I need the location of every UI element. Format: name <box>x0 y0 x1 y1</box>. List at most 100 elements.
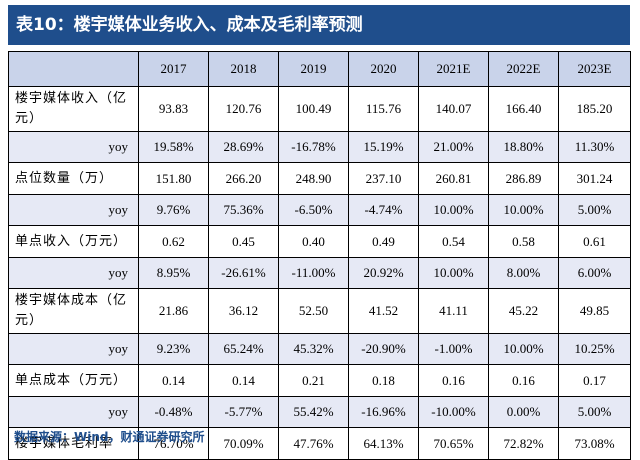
table-cell: 21.86 <box>138 288 209 334</box>
row-label: 楼宇媒体成本（亿元） <box>8 288 139 334</box>
column-header: 2021E <box>418 51 489 87</box>
table-cell: 0.49 <box>348 225 419 258</box>
table-cell: 8.95% <box>138 257 209 289</box>
table-cell: 41.11 <box>418 288 489 334</box>
yoy-row: yoy 9.23% 65.24% 45.32% -20.90% -1.00% 10.00% 1… <box>8 333 631 365</box>
table-cell: 0.54 <box>418 225 489 258</box>
row-label: 单点成本（万元） <box>8 364 139 397</box>
table-cell: 0.18 <box>348 364 419 397</box>
table-cell: 72.82% <box>488 427 559 460</box>
table-cell: 0.00% <box>488 396 559 428</box>
table-cell: -6.50% <box>278 194 349 226</box>
yoy-row: yoy 8.95% -26.61% -11.00% 20.92% 10.00% 8.00% 6… <box>8 257 631 289</box>
table-row: 单点成本（万元） 0.14 0.14 0.21 0.18 0.16 0.16 0.17 <box>8 364 631 397</box>
table-cell: 41.52 <box>348 288 419 334</box>
table-body: 楼宇媒体收入（亿元） 93.83 120.76 100.49 115.76 140.07 1… <box>8 86 631 460</box>
table-cell: 75.36% <box>208 194 279 226</box>
table-cell: 185.20 <box>558 86 631 132</box>
table-cell: 10.00% <box>488 194 559 226</box>
table-cell: 45.32% <box>278 333 349 365</box>
table-cell: 0.45 <box>208 225 279 258</box>
table-cell: 18.80% <box>488 131 559 163</box>
table-cell: 64.13% <box>348 427 419 460</box>
table-title: 表10：楼宇媒体业务收入、成本及毛利率预测 <box>8 5 630 45</box>
table-cell: -5.77% <box>208 396 279 428</box>
table-cell: 100.49 <box>278 86 349 132</box>
row-label: yoy <box>8 257 139 289</box>
table-cell: 237.10 <box>348 162 419 195</box>
column-header: 2022E <box>488 51 559 87</box>
row-label: 点位数量（万） <box>8 162 139 195</box>
table-cell: 70.65% <box>418 427 489 460</box>
column-header: 2017 <box>138 51 209 87</box>
row-label: yoy <box>8 194 139 226</box>
table-cell: 0.17 <box>558 364 631 397</box>
source-note: 数据来源：Wind，财通证券研究所 <box>14 430 205 444</box>
row-label: yoy <box>8 131 139 163</box>
table-cell: 5.00% <box>558 396 631 428</box>
table-cell: 0.62 <box>138 225 209 258</box>
table-cell: 49.85 <box>558 288 631 334</box>
table-cell: 140.07 <box>418 86 489 132</box>
table-cell: 55.42% <box>278 396 349 428</box>
table-row: 单点收入（万元） 0.62 0.45 0.40 0.49 0.54 0.58 0.61 <box>8 225 631 258</box>
table-cell: 0.16 <box>418 364 489 397</box>
table-cell: 93.83 <box>138 86 209 132</box>
header-corner-cell <box>8 51 139 87</box>
column-header: 2018 <box>208 51 279 87</box>
table-row: 楼宇媒体收入（亿元） 93.83 120.76 100.49 115.76 140.07 1… <box>8 86 631 132</box>
table-cell: 260.81 <box>418 162 489 195</box>
table-cell: 266.20 <box>208 162 279 195</box>
row-label: 单点收入（万元） <box>8 225 139 258</box>
row-label: 楼宇媒体收入（亿元） <box>8 86 139 132</box>
table-cell: -20.90% <box>348 333 419 365</box>
table-row: 楼宇媒体成本（亿元） 21.86 36.12 52.50 41.52 41.11 45.22… <box>8 288 631 334</box>
table-cell: 45.22 <box>488 288 559 334</box>
table-cell: 0.58 <box>488 225 559 258</box>
column-header: 2023E <box>558 51 631 87</box>
row-label: yoy <box>8 333 139 365</box>
yoy-row: yoy -0.48% -5.77% 55.42% -16.96% -10.00% 0.00%… <box>8 396 631 428</box>
table-cell: 301.24 <box>558 162 631 195</box>
table-cell: 10.00% <box>418 257 489 289</box>
table-cell: 19.58% <box>138 131 209 163</box>
table-cell: 47.76% <box>278 427 349 460</box>
yoy-row: yoy 9.76% 75.36% -6.50% -4.74% 10.00% 10.00% 5.… <box>8 194 631 226</box>
table-cell: 6.00% <box>558 257 631 289</box>
table-cell: -16.78% <box>278 131 349 163</box>
table-cell: -1.00% <box>418 333 489 365</box>
table-cell: -4.74% <box>348 194 419 226</box>
table-cell: -10.00% <box>418 396 489 428</box>
row-label: yoy <box>8 396 139 428</box>
table-cell: 5.00% <box>558 194 631 226</box>
table-cell: 0.40 <box>278 225 349 258</box>
column-header: 2019 <box>278 51 349 87</box>
table-cell: 0.61 <box>558 225 631 258</box>
header-row: 2017 2018 2019 2020 2021E 2022E 2023E <box>8 51 631 87</box>
table-cell: 73.08% <box>558 427 631 460</box>
table-cell: 10.25% <box>558 333 631 365</box>
table-cell: 286.89 <box>488 162 559 195</box>
table-cell: -0.48% <box>138 396 209 428</box>
table-cell: 0.14 <box>208 364 279 397</box>
table-cell: 0.21 <box>278 364 349 397</box>
table-cell: 9.23% <box>138 333 209 365</box>
table-row: 点位数量（万） 151.80 266.20 248.90 237.10 260.81 286… <box>8 162 631 195</box>
table-cell: 120.76 <box>208 86 279 132</box>
table-cell: 115.76 <box>348 86 419 132</box>
table-cell: 11.30% <box>558 131 631 163</box>
table-cell: 10.00% <box>488 333 559 365</box>
forecast-table: 2017 2018 2019 2020 2021E 2022E 2023E 楼宇… <box>8 51 631 460</box>
yoy-row: yoy 19.58% 28.69% -16.78% 15.19% 21.00% 18.80%… <box>8 131 631 163</box>
table-cell: 20.92% <box>348 257 419 289</box>
column-header: 2020 <box>348 51 419 87</box>
table-cell: 36.12 <box>208 288 279 334</box>
table-row: 楼宇媒体毛利率 76.70% 70.09% 47.76% 64.13% 70.65% 72.… <box>8 427 631 460</box>
table-cell: 151.80 <box>138 162 209 195</box>
table-cell: 10.00% <box>418 194 489 226</box>
table-cell: 52.50 <box>278 288 349 334</box>
table-cell: -26.61% <box>208 257 279 289</box>
table-cell: 28.69% <box>208 131 279 163</box>
table-cell: 21.00% <box>418 131 489 163</box>
table-cell: 248.90 <box>278 162 349 195</box>
